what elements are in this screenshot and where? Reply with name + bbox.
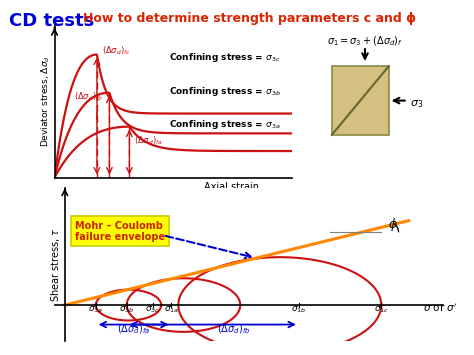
Y-axis label: Deviator stress, $\Delta\sigma_d$: Deviator stress, $\Delta\sigma_d$ xyxy=(39,55,52,147)
Text: $\sigma_{3c}$: $\sigma_{3c}$ xyxy=(145,305,160,315)
Text: Confining stress = $\sigma_{3b}$: Confining stress = $\sigma_{3b}$ xyxy=(169,85,281,98)
Text: $\sigma$ or $\sigma'$: $\sigma$ or $\sigma'$ xyxy=(422,301,457,313)
Text: $\sigma_{1c}$: $\sigma_{1c}$ xyxy=(374,305,389,315)
Text: $\sigma_{3b}$: $\sigma_{3b}$ xyxy=(119,305,135,315)
Text: $(\Delta\sigma_d)_{fb}$: $(\Delta\sigma_d)_{fb}$ xyxy=(74,91,104,103)
Text: $(\Delta\sigma_d)_{fa}$: $(\Delta\sigma_d)_{fa}$ xyxy=(134,135,163,147)
Text: $\sigma_1 = \sigma_3 + (\Delta\sigma_d)_f$: $\sigma_1 = \sigma_3 + (\Delta\sigma_d)_… xyxy=(327,34,403,48)
FancyBboxPatch shape xyxy=(332,66,389,135)
Text: $\sigma_{1b}$: $\sigma_{1b}$ xyxy=(291,305,307,315)
Text: $(\Delta\sigma_d)_{fa}$: $(\Delta\sigma_d)_{fa}$ xyxy=(117,323,150,337)
Text: $\sigma_3$: $\sigma_3$ xyxy=(410,98,423,110)
Text: $(\Delta\sigma_d)_{fb}$: $(\Delta\sigma_d)_{fb}$ xyxy=(217,323,250,337)
Text: Mohr – Coulomb
failure envelope: Mohr – Coulomb failure envelope xyxy=(75,220,165,242)
Y-axis label: Shear stress, $\tau$: Shear stress, $\tau$ xyxy=(49,227,62,302)
Text: $\phi$: $\phi$ xyxy=(388,216,398,233)
Text: How to determine strength parameters c and ϕ: How to determine strength parameters c a… xyxy=(83,12,416,26)
Text: $\sigma_{3a}$: $\sigma_{3a}$ xyxy=(88,305,103,315)
Text: $(\Delta\sigma_d)_{fc}$: $(\Delta\sigma_d)_{fc}$ xyxy=(102,44,131,56)
Text: Confining stress = $\sigma_{3c}$: Confining stress = $\sigma_{3c}$ xyxy=(169,51,281,64)
Text: CD tests: CD tests xyxy=(9,12,95,31)
Text: $\sigma_{1a}$: $\sigma_{1a}$ xyxy=(164,305,179,315)
Text: Axial strain: Axial strain xyxy=(204,181,259,191)
Text: Confining stress = $\sigma_{3a}$: Confining stress = $\sigma_{3a}$ xyxy=(169,118,281,131)
